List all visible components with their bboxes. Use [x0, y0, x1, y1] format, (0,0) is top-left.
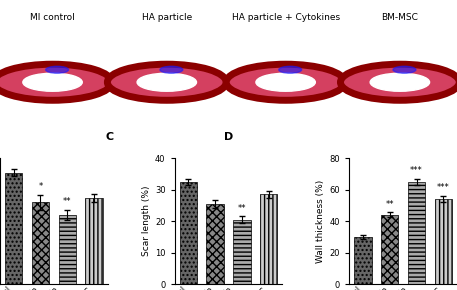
Circle shape [370, 73, 430, 91]
Bar [435, 199, 452, 284]
Bar [58, 215, 76, 284]
Circle shape [393, 66, 416, 73]
Circle shape [340, 64, 457, 100]
Text: **: ** [385, 200, 394, 209]
Text: MI control: MI control [30, 13, 75, 22]
Y-axis label: Scar length (%): Scar length (%) [142, 186, 151, 256]
Bar [354, 237, 372, 284]
Circle shape [160, 66, 183, 73]
Bar [381, 215, 399, 284]
Bar [260, 194, 277, 284]
Text: ***: *** [437, 183, 450, 192]
Bar [5, 173, 22, 284]
Circle shape [107, 64, 226, 100]
Circle shape [226, 64, 345, 100]
Text: **: ** [238, 204, 246, 213]
Text: HA particle: HA particle [142, 13, 192, 22]
Text: HA particle + Cytokines: HA particle + Cytokines [232, 13, 340, 22]
Bar [408, 182, 425, 284]
Bar [32, 202, 49, 284]
Y-axis label: Wall thickness (%): Wall thickness (%) [316, 180, 325, 263]
Text: *: * [38, 182, 43, 191]
Circle shape [137, 73, 197, 91]
Circle shape [46, 66, 69, 73]
Bar [207, 204, 224, 284]
Text: C: C [105, 132, 113, 142]
Bar [180, 182, 197, 284]
Text: BM-MSC: BM-MSC [382, 13, 418, 22]
Bar [85, 198, 103, 284]
Circle shape [0, 64, 112, 100]
Circle shape [256, 73, 315, 91]
Text: **: ** [63, 197, 72, 206]
Circle shape [279, 66, 302, 73]
Bar [233, 220, 250, 284]
Text: ***: *** [410, 166, 423, 175]
Text: D: D [224, 132, 233, 142]
Circle shape [23, 73, 82, 91]
